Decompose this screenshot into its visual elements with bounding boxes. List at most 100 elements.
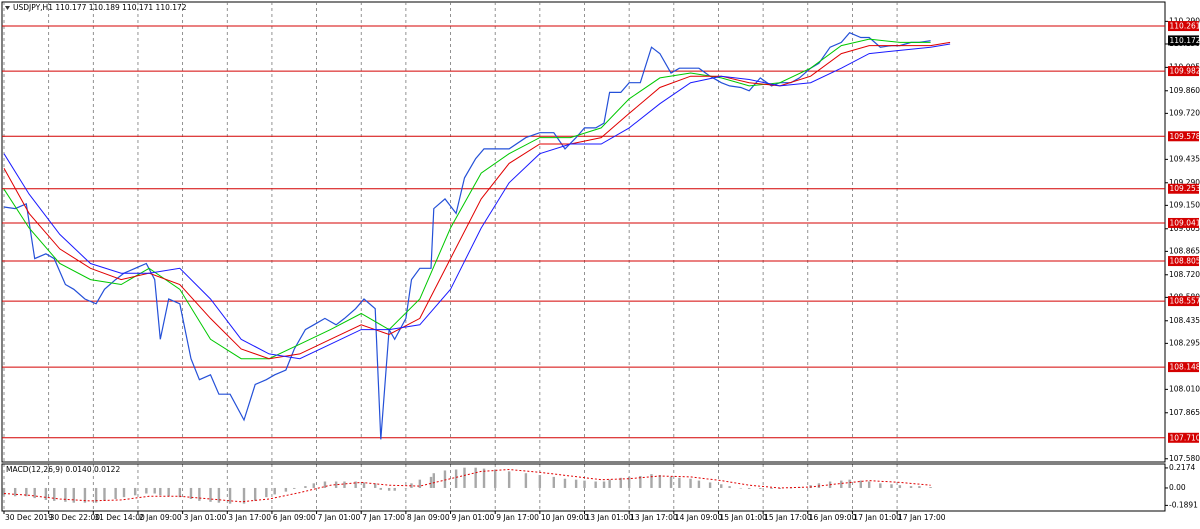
x-tick-label: 15 Jan 01:00 <box>719 513 767 522</box>
histogram-bar <box>159 488 161 495</box>
level-label: 108.805 <box>1170 257 1200 266</box>
y-tick-label: 109.860 <box>1169 86 1200 95</box>
histogram-bar <box>198 488 200 501</box>
histogram-bar <box>899 485 901 488</box>
histogram-bar <box>430 477 432 488</box>
y-tick-label: 109.435 <box>1169 154 1200 163</box>
histogram-bar <box>918 486 920 488</box>
histogram-bar <box>14 488 16 496</box>
histogram-bar <box>293 488 295 489</box>
histogram-bar <box>145 488 147 494</box>
histogram-bar <box>868 482 870 488</box>
histogram-bar <box>860 481 862 488</box>
histogram-bar <box>313 483 315 488</box>
x-tick-label: 13 Jan 17:00 <box>630 513 678 522</box>
histogram-bar <box>594 482 596 488</box>
x-tick-label: 14 Jan 09:00 <box>675 513 723 522</box>
x-tick-label: 17 Jan 01:00 <box>853 513 901 522</box>
level-label: 109.041 <box>1170 218 1200 227</box>
y-tick-label: 108.720 <box>1169 270 1200 279</box>
x-tick-label: 3 Jan 01:00 <box>184 513 227 522</box>
histogram-bar <box>134 488 136 495</box>
y-tick-label: 108.010 <box>1169 384 1200 393</box>
y-tick-label: 108.865 <box>1169 246 1200 255</box>
histogram-bar <box>254 488 256 501</box>
histogram-bar <box>740 488 742 489</box>
level-label: 108.148 <box>1170 363 1200 372</box>
histogram-bar <box>154 488 156 494</box>
histogram-bar <box>394 488 396 491</box>
histogram-bar <box>879 483 881 488</box>
histogram-bar <box>525 473 527 488</box>
histogram-bar <box>285 488 287 492</box>
histogram-bar <box>689 479 691 488</box>
x-tick-label: 30 Dec 22:00 <box>50 513 101 522</box>
histogram-bar <box>608 480 610 488</box>
histogram-bar <box>433 473 435 488</box>
x-tick-label: 15 Jan 17:00 <box>764 513 812 522</box>
histogram-bar <box>720 484 722 488</box>
histogram-bar <box>709 482 711 488</box>
level-label: 110.261 <box>1170 22 1200 31</box>
histogram-bar <box>910 486 912 488</box>
x-tick-label: 16 Jan 09:00 <box>809 513 857 522</box>
histogram-bar <box>123 488 125 497</box>
histogram-bar <box>698 481 700 488</box>
x-tick-label: 7 Jan 17:00 <box>362 513 405 522</box>
histogram-bar <box>324 482 326 488</box>
histogram-bar <box>603 482 605 488</box>
histogram-bar <box>167 488 169 496</box>
histogram-bar <box>840 481 842 488</box>
histogram-bar <box>759 488 761 489</box>
y-tick-label: 108.295 <box>1169 338 1200 347</box>
histogram-bar <box>474 468 476 488</box>
x-tick-label: 10 Jan 09:00 <box>541 513 589 522</box>
histogram-bar <box>45 488 47 500</box>
y-tick-label: 0.00 <box>1169 483 1186 492</box>
histogram-bar <box>218 488 220 503</box>
histogram-bar <box>304 486 306 488</box>
x-tick-label: 3 Jan 17:00 <box>228 513 271 522</box>
last-price-label: 110.172 <box>1170 36 1200 45</box>
histogram-bar <box>583 481 585 488</box>
histogram-bar <box>494 470 496 488</box>
level-label: 109.578 <box>1170 132 1200 141</box>
x-tick-label: 8 Jan 09:00 <box>407 513 450 522</box>
x-tick-label: 2 Jan 09:00 <box>139 513 182 522</box>
histogram-bar <box>848 480 850 488</box>
x-tick-label: 9 Jan 01:00 <box>452 513 495 522</box>
x-tick-label: 13 Jan 01:00 <box>586 513 634 522</box>
histogram-bar <box>265 488 267 497</box>
histogram-bar <box>73 488 75 503</box>
histogram-bar <box>575 480 577 488</box>
level-label: 108.557 <box>1170 297 1200 306</box>
y-tick-label: -0.1891 <box>1169 500 1198 509</box>
y-tick-label: 107.580 <box>1169 454 1200 463</box>
histogram-bar <box>229 488 231 504</box>
histogram-bar <box>363 482 365 488</box>
histogram-bar <box>103 488 105 501</box>
histogram-bar <box>179 488 181 497</box>
level-label: 109.982 <box>1170 67 1200 76</box>
histogram-bar <box>53 488 55 501</box>
histogram-bar <box>890 484 892 488</box>
histogram-bar <box>463 468 465 488</box>
histogram-bar <box>209 488 211 502</box>
histogram-bar <box>728 486 730 488</box>
histogram-bar <box>354 482 356 488</box>
histogram-bar <box>929 487 931 488</box>
histogram-bar <box>670 477 672 488</box>
histogram-bar <box>553 477 555 488</box>
x-tick-label: 6 Jan 09:00 <box>273 513 316 522</box>
histogram-bar <box>564 479 566 488</box>
histogram-bar <box>380 488 382 490</box>
x-tick-label: 30 Dec 2019 <box>5 513 53 522</box>
histogram-bar <box>508 471 510 488</box>
histogram-bar <box>343 482 345 488</box>
histogram-bar <box>659 475 661 488</box>
histogram-bar <box>33 488 35 498</box>
histogram-bar <box>419 480 421 488</box>
histogram-bar <box>455 470 457 488</box>
